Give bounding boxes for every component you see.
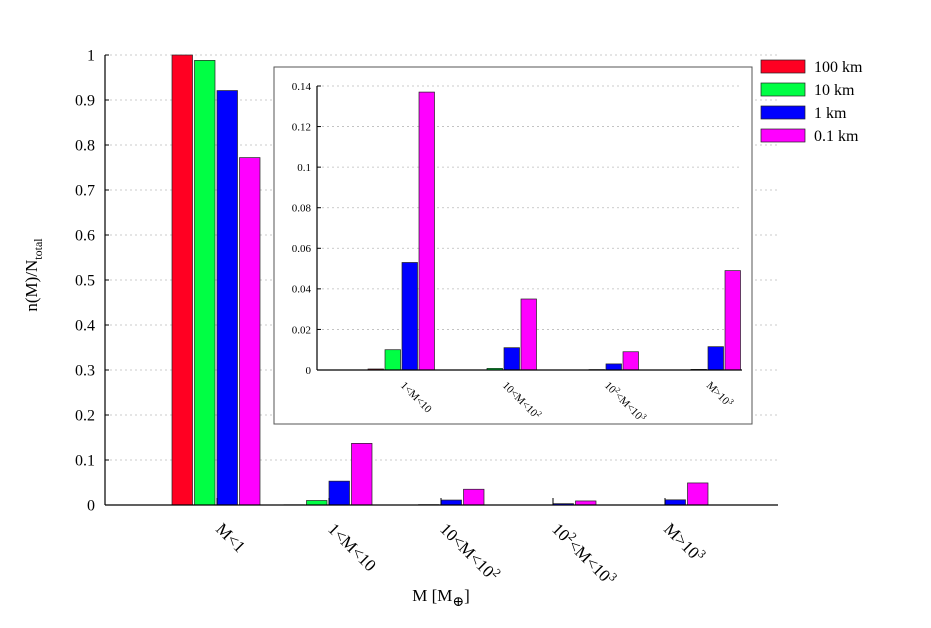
y-tick-label: 0.4 xyxy=(75,318,95,335)
bar-1-km-1 xyxy=(328,480,350,506)
x-tick-label: 10<M<102 xyxy=(436,517,504,585)
bar-1-km-0 xyxy=(216,90,238,506)
bar-0.1-km-1 xyxy=(520,298,537,371)
bar-0.1-km-2 xyxy=(622,351,639,371)
y-tick-label: 0 xyxy=(87,498,95,515)
x-axis-label: M [M⊕] xyxy=(412,586,470,610)
main-y-tick-labels: 0 0.1 0.2 0.3 0.4 0.5 0.6 0.7 0.8 0.9 1 xyxy=(75,48,95,515)
y-tick-label: 0.3 xyxy=(75,363,95,380)
x-tick-label: M>103 xyxy=(660,517,709,566)
y-tick-label: 0.7 xyxy=(75,183,95,200)
y-tick-label: 0.04 xyxy=(292,284,312,296)
legend-swatch xyxy=(760,82,806,97)
bar-1-km-2 xyxy=(440,499,462,506)
y-tick-label: 0.9 xyxy=(75,93,95,110)
bar-1-km-2 xyxy=(605,363,622,371)
legend-label: 1 km xyxy=(814,105,847,122)
bar-0.1-km-2 xyxy=(463,488,485,506)
bar-1-km-3 xyxy=(707,346,724,371)
legend-label: 0.1 km xyxy=(814,128,859,145)
y-tick-label: 0.5 xyxy=(75,273,95,290)
inset-bars xyxy=(367,91,741,371)
legend-swatch xyxy=(760,128,806,143)
bar-0.1-km-0 xyxy=(239,157,261,506)
y-tick-label: 0 xyxy=(306,365,312,377)
bar-10-km-0 xyxy=(194,60,216,506)
bar-0.1-km-3 xyxy=(724,270,741,371)
bar-10-km-1 xyxy=(306,500,328,506)
y-axis-label: n(M)/Ntotal xyxy=(22,238,45,312)
y-axis-label-sub: total xyxy=(31,238,45,260)
x-tick-label: 102<M<103 xyxy=(548,517,620,589)
legend-label: 10 km xyxy=(814,82,855,99)
y-tick-label: 0.1 xyxy=(75,453,95,470)
y-tick-label: 0.2 xyxy=(75,408,95,425)
inset-gridlines xyxy=(317,85,742,330)
legend-label: 100 km xyxy=(814,59,863,76)
bar-100-km-0 xyxy=(171,54,193,506)
bar-0.1-km-4 xyxy=(687,482,709,506)
main-axes xyxy=(104,54,778,506)
x-axis-label-sub: ⊕ xyxy=(452,595,464,610)
y-tick-label: 0.8 xyxy=(75,138,95,155)
legend-swatch xyxy=(760,105,806,120)
y-tick-label: 0.12 xyxy=(292,121,311,133)
y-tick-label: 0.06 xyxy=(292,243,312,255)
bar-0.1-km-1 xyxy=(351,443,373,506)
bar-1-km-4 xyxy=(664,499,686,506)
legend-swatch xyxy=(760,59,806,74)
legend: 100 km 10 km 1 km 0.1 km xyxy=(760,59,863,145)
bar-1-km-1 xyxy=(503,347,520,371)
y-tick-label: 0.08 xyxy=(292,203,312,215)
inset-y-tick-labels: 0 0.02 0.04 0.06 0.08 0.1 0.12 0.14 xyxy=(292,81,312,377)
x-tick-label: 1<M<10 xyxy=(324,519,380,575)
bar-10-km-0 xyxy=(384,349,401,371)
inset-axes xyxy=(316,85,742,371)
bar-1-km-0 xyxy=(401,262,418,371)
y-tick-label: 0.14 xyxy=(292,81,312,93)
main-x-tick-labels: M<1 1<M<10 10<M<102 102<M<103 M>103 xyxy=(212,517,709,589)
y-tick-label: 1 xyxy=(87,48,95,65)
y-tick-label: 0.6 xyxy=(75,228,95,245)
x-axis-label-close: ] xyxy=(464,586,470,605)
y-axis-label-main: n(M)/N xyxy=(22,260,41,312)
y-tick-label: 0.02 xyxy=(292,324,311,336)
x-tick-label: M<1 xyxy=(212,519,249,556)
bar-0.1-km-0 xyxy=(418,91,435,371)
y-tick-label: 0.1 xyxy=(297,162,311,174)
bar-0.1-km-3 xyxy=(575,500,597,506)
x-axis-label-main: M [M xyxy=(412,586,452,605)
